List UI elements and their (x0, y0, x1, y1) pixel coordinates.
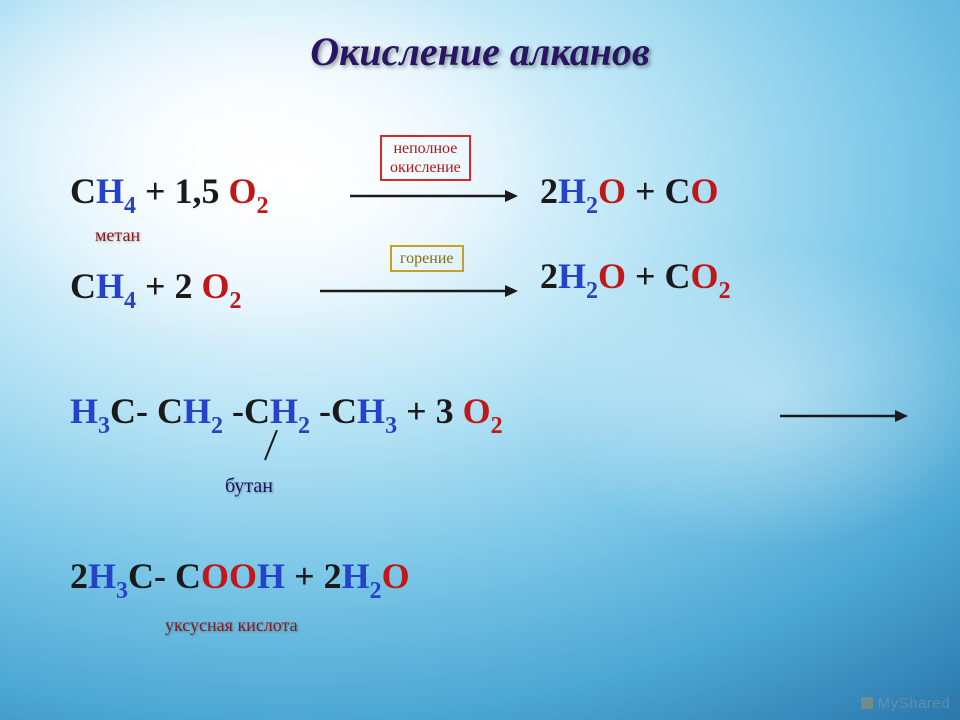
eq1-c: С (70, 171, 96, 211)
arrow-eq2-head (505, 285, 518, 297)
bond-break-line (265, 430, 277, 460)
eq2r-c: С (665, 256, 691, 296)
label-butane: бутан (225, 475, 273, 498)
label-methane: метан (95, 225, 140, 246)
label-butane-text: бутан (225, 475, 273, 497)
title-text: Окисление алканов (310, 29, 650, 74)
eq4-coef2: 2 (324, 556, 342, 596)
eq3-h3: Н (270, 391, 298, 431)
eq3-coef: 3 (436, 391, 463, 431)
eq1r-h: Н (558, 171, 586, 211)
eq3-o: О (463, 391, 491, 431)
eq4-h3: Н (342, 556, 370, 596)
eq4-s3: 2 (370, 578, 382, 604)
eq2-coef: 2 (175, 266, 202, 306)
eq4-plus: + (285, 556, 324, 596)
eq4-h2: Н (257, 556, 285, 596)
arrow-eq3-head (895, 410, 908, 422)
eq3-h2: Н (183, 391, 211, 431)
label-methane-text: метан (95, 225, 140, 245)
eq1-o: О (229, 171, 257, 211)
eq1r-sub: 2 (586, 193, 598, 219)
eq2r-sub: 2 (586, 278, 598, 304)
eq4: 2Н3С- СООН + 2Н2О (70, 555, 410, 603)
eq3-s2: 2 (211, 413, 223, 439)
eq3-plus: + (397, 391, 436, 431)
eq1r-o: О (598, 171, 626, 211)
eq4-coef: 2 (70, 556, 88, 596)
eq3-s1: 3 (98, 413, 110, 439)
slide-title: Окисление алканов (0, 28, 960, 75)
eq2-left: СН4 + 2 О2 (70, 265, 242, 313)
eq3-d2: - (223, 391, 244, 431)
eq2r-o: О (598, 256, 626, 296)
eq3-c4: С (331, 391, 357, 431)
eq3-h1: Н (70, 391, 98, 431)
eq2r-o2: О (691, 256, 719, 296)
eq1-coef: 1,5 (175, 171, 229, 211)
annot-partial-l1: неполное (390, 139, 461, 158)
arrow-eq1-head (505, 190, 518, 202)
annot-combustion: горение (390, 245, 464, 272)
bond-break-mark (263, 430, 303, 480)
annot-combustion-text: горение (400, 250, 454, 267)
eq2-right: 2Н2О + СО2 (540, 255, 731, 303)
eq3-h4: Н (357, 391, 385, 431)
eq2r-plus: + (626, 256, 665, 296)
eq2-h: Н (96, 266, 124, 306)
watermark-icon (861, 697, 873, 709)
eq2r-coef: 2 (540, 256, 558, 296)
eq3-c2: С (157, 391, 183, 431)
eq2r-osub: 2 (719, 278, 731, 304)
eq1r-coef: 2 (540, 171, 558, 211)
eq4-o3: О (382, 556, 410, 596)
label-acid-text: уксусная кислота (165, 615, 298, 635)
arrow-eq2 (320, 281, 520, 301)
eq1-right: 2Н2О + СО (540, 170, 719, 218)
eq1-plus: + (136, 171, 175, 211)
eq4-o1: О (201, 556, 229, 596)
eq4-c1: С (128, 556, 154, 596)
slide-container: Окисление алканов СН4 + 1,5 О2 неполное … (0, 0, 960, 720)
watermark-text: МуShared (877, 695, 950, 712)
label-acid: уксусная кислота (165, 615, 298, 636)
eq1-osub: 2 (257, 193, 269, 219)
eq3-d1: - (136, 391, 157, 431)
eq1r-plus: + (626, 171, 665, 211)
eq2r-h: Н (558, 256, 586, 296)
annot-partial: неполное окисление (380, 135, 471, 181)
eq2-c: С (70, 266, 96, 306)
eq3-c3: С (244, 391, 270, 431)
eq2-sub: 4 (124, 288, 136, 314)
eq2-o: О (202, 266, 230, 306)
eq4-s1: 3 (116, 578, 128, 604)
eq3-d3: - (310, 391, 331, 431)
eq3-c1: С (110, 391, 136, 431)
arrow-eq1 (350, 186, 520, 206)
eq3-osub: 2 (491, 413, 503, 439)
watermark: МуShared (861, 695, 950, 712)
eq4-h1: Н (88, 556, 116, 596)
eq1r-o2: О (691, 171, 719, 211)
eq1-h: Н (96, 171, 124, 211)
eq4-c2: С (175, 556, 201, 596)
annot-partial-l2: окисление (390, 158, 461, 177)
eq4-d: - (154, 556, 175, 596)
eq2-plus: + (136, 266, 175, 306)
eq1-sub: 4 (124, 193, 136, 219)
arrow-eq3 (780, 406, 910, 426)
eq4-o2: О (229, 556, 257, 596)
eq1r-c: С (665, 171, 691, 211)
eq1-left: СН4 + 1,5 О2 (70, 170, 269, 218)
eq3-s4: 3 (385, 413, 397, 439)
eq2-osub: 2 (230, 288, 242, 314)
